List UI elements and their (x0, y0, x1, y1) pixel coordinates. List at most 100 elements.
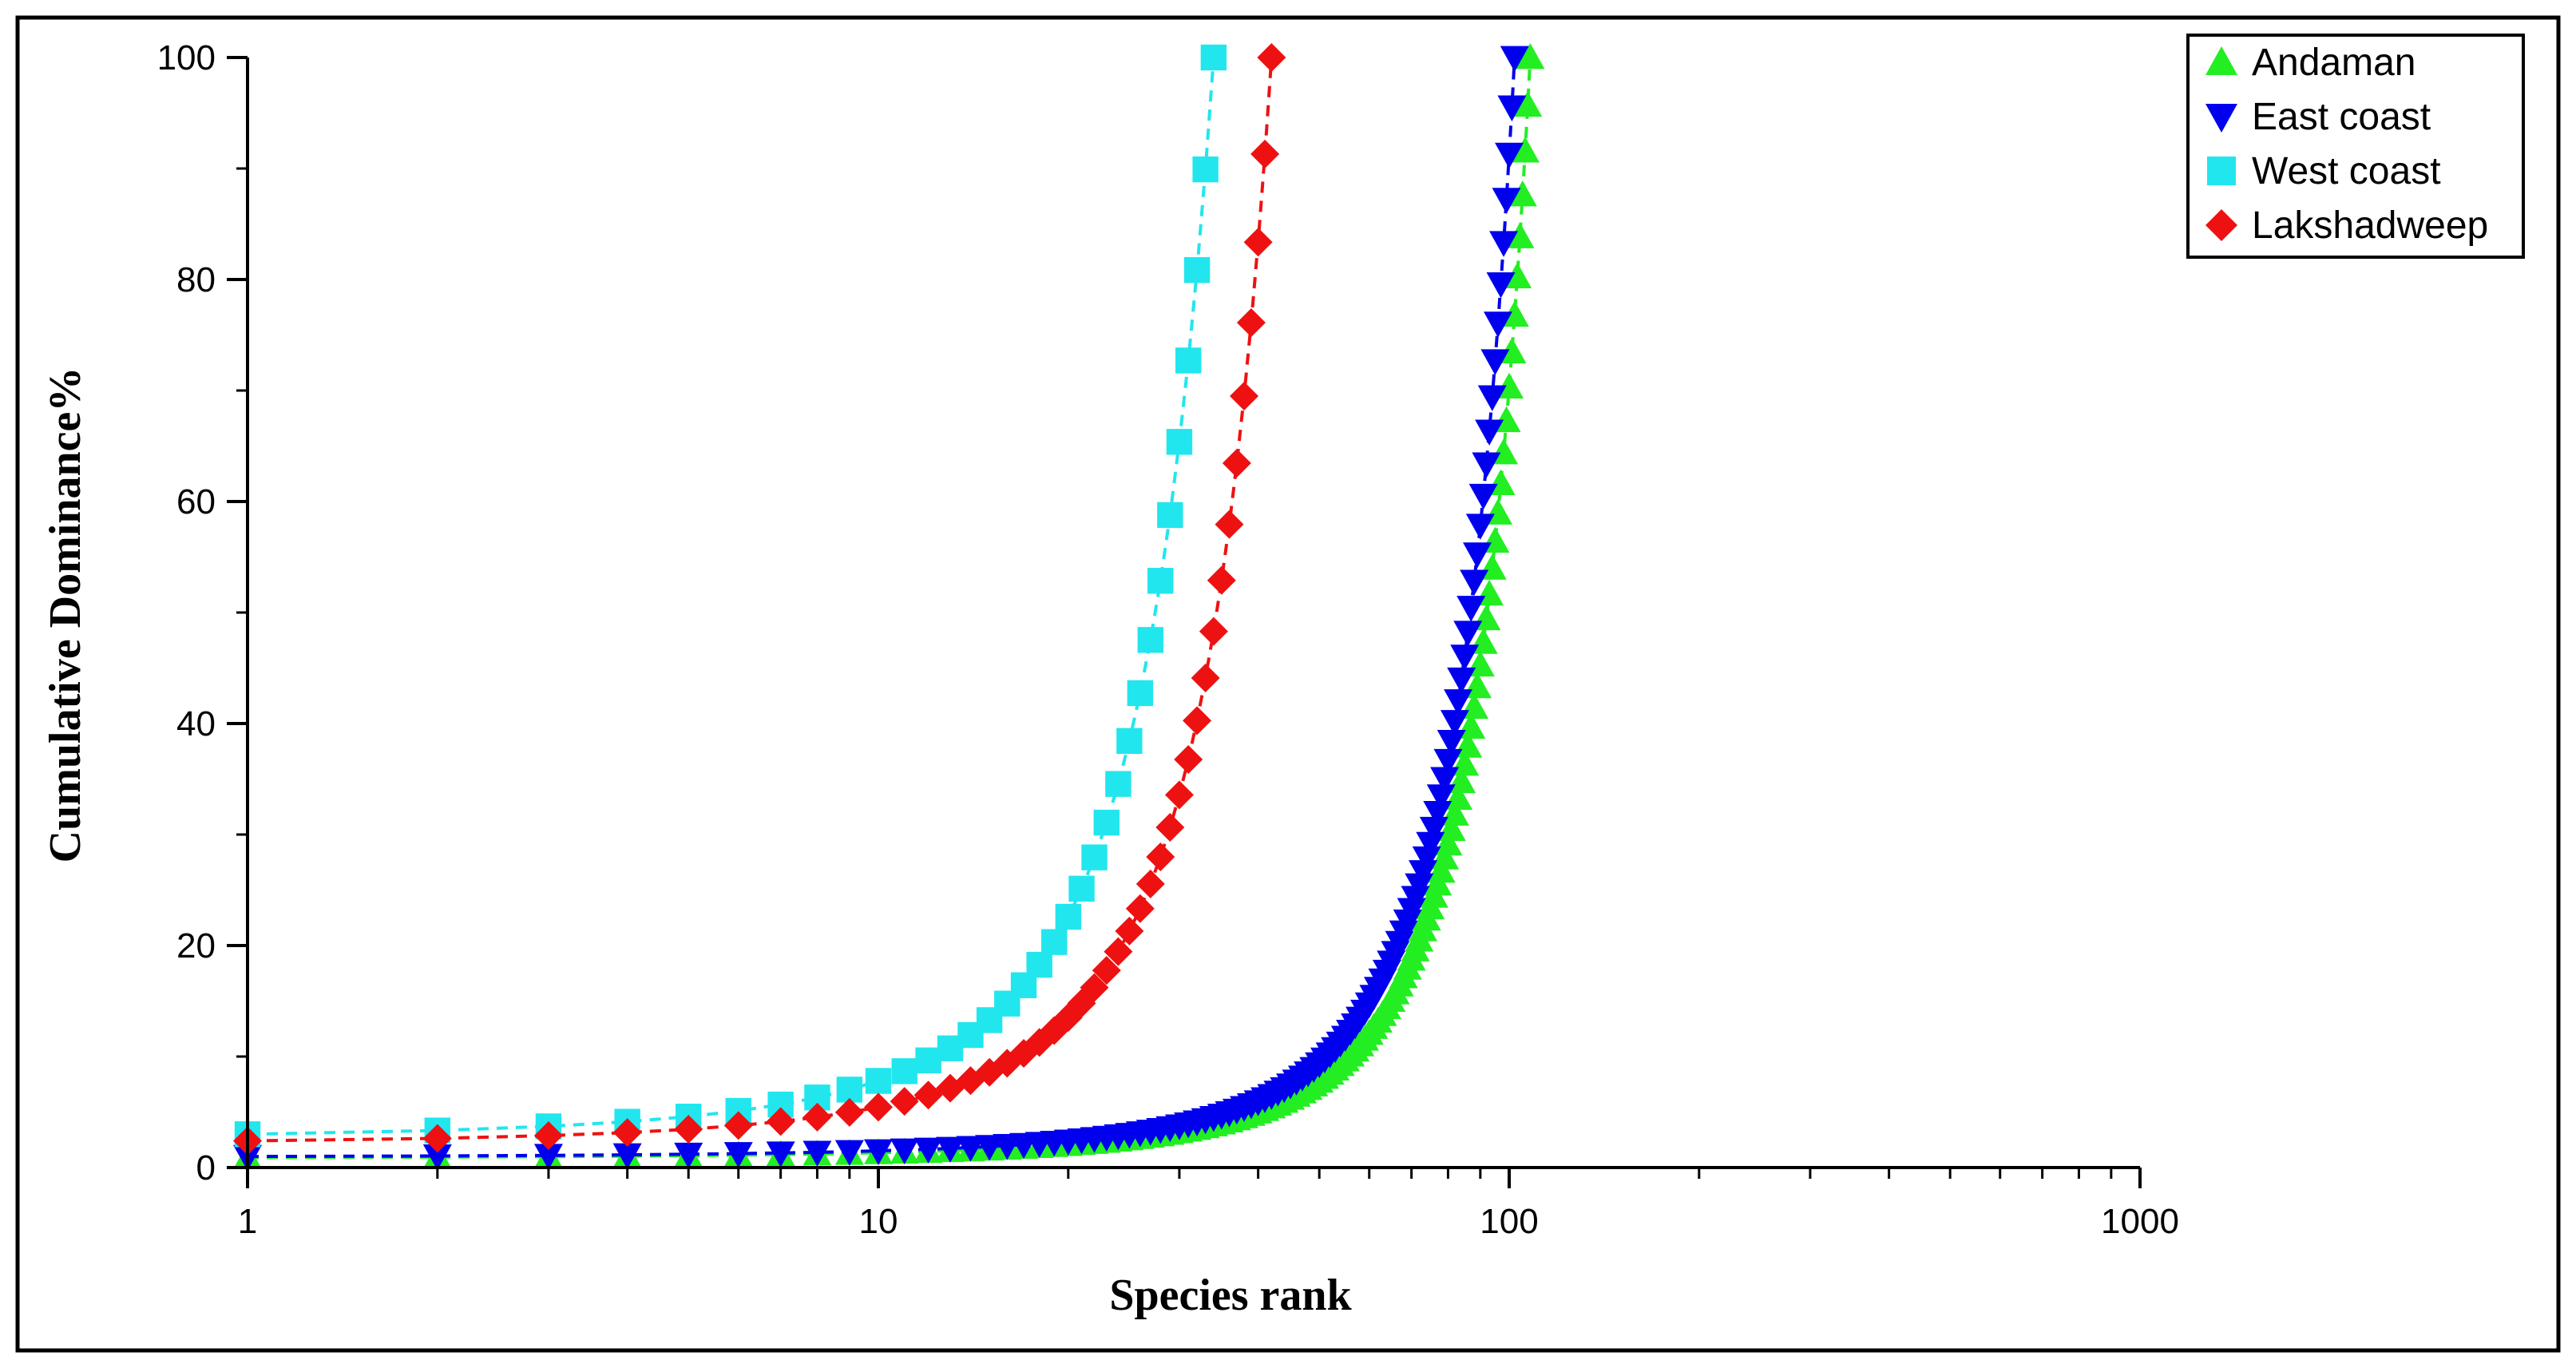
legend-marker-andaman (2205, 46, 2237, 75)
x-tick-label: 1000 (2101, 1202, 2179, 1241)
legend-label-east-coast: East coast (2252, 96, 2431, 138)
legend-markers (2205, 46, 2237, 241)
data-point-lakshadweep (674, 1114, 703, 1144)
data-point-east-coast (1412, 846, 1441, 873)
data-point-lakshadweep (1243, 228, 1273, 257)
data-point-west-coast (891, 1058, 917, 1084)
data-point-lakshadweep (422, 1124, 452, 1153)
data-point-west-coast (1183, 256, 1211, 284)
data-point-andaman (1440, 799, 1469, 826)
data-point-east-coast (1450, 644, 1480, 671)
axes-layer: 1 10 100 1000 0 20 40 60 80 100 (157, 38, 2179, 1241)
data-point-east-coast (936, 1136, 965, 1163)
x-tick-label: 10 (859, 1202, 898, 1241)
data-point-west-coast (1137, 627, 1163, 653)
data-point-west-coast (1147, 568, 1174, 594)
data-point-west-coast (865, 1068, 892, 1094)
data-point-lakshadweep (1230, 381, 1259, 410)
data-point-lakshadweep (1236, 307, 1266, 337)
y-tick-label: 20 (176, 926, 216, 966)
data-point-east-coast (422, 1144, 452, 1171)
data-point-west-coast (1200, 44, 1227, 71)
data-point-east-coast (674, 1142, 703, 1169)
data-point-east-coast (1444, 689, 1473, 716)
data-point-lakshadweep (1125, 894, 1155, 923)
data-point-west-coast (1041, 929, 1068, 955)
legend-label-west-coast: West coast (2252, 150, 2441, 192)
data-point-lakshadweep (1250, 139, 1280, 169)
x-tick-label: 100 (1480, 1202, 1538, 1241)
x-axis-title: Species rank (1109, 1271, 1352, 1320)
data-point-east-coast (975, 1135, 1005, 1161)
data-point-east-coast (834, 1140, 864, 1166)
data-point-east-coast (612, 1143, 642, 1170)
data-point-east-coast (766, 1141, 795, 1168)
data-point-west-coast (1127, 680, 1154, 707)
data-point-lakshadweep (1104, 937, 1133, 966)
data-point-east-coast (913, 1137, 943, 1164)
legend-box (2186, 34, 2525, 259)
data-point-lakshadweep (1207, 565, 1236, 595)
data-point-east-coast (533, 1144, 563, 1170)
data-point-east-coast (864, 1139, 893, 1166)
data-point-andaman (1437, 815, 1466, 841)
data-point-lakshadweep (803, 1102, 832, 1132)
data-point-lakshadweep (1174, 744, 1203, 774)
data-point-west-coast (1081, 844, 1108, 870)
data-point-lakshadweep (1257, 43, 1286, 72)
legend-label-lakshadweep: Lakshadweep (2252, 204, 2488, 247)
series-east-coast (233, 46, 1529, 1172)
data-point-east-coast (890, 1138, 919, 1165)
legend-label-andaman: Andaman (2252, 42, 2415, 84)
data-point-east-coast (956, 1136, 985, 1162)
data-point-east-coast (1433, 748, 1463, 775)
data-point-east-coast (1500, 46, 1529, 72)
data-point-east-coast (1477, 385, 1507, 411)
data-point-east-coast (1453, 621, 1483, 647)
data-point-lakshadweep (1155, 812, 1185, 842)
series-lakshadweep (233, 43, 1286, 1156)
data-point-west-coast (1093, 809, 1120, 836)
data-point-east-coast (1409, 860, 1438, 886)
data-point-east-coast (803, 1140, 832, 1167)
data-point-lakshadweep (834, 1097, 864, 1127)
data-point-lakshadweep (1191, 664, 1220, 693)
data-point-lakshadweep (723, 1111, 753, 1140)
series-layer (233, 43, 1545, 1172)
data-point-east-coast (1437, 730, 1466, 756)
x-tick-label: 1 (238, 1202, 257, 1241)
data-point-lakshadweep (1222, 448, 1251, 478)
data-point-east-coast (1495, 142, 1524, 169)
data-point-east-coast (1486, 272, 1516, 299)
data-point-east-coast (1497, 95, 1527, 121)
data-point-east-coast (1492, 188, 1521, 214)
data-point-east-coast (1489, 231, 1519, 257)
data-point-andaman (1516, 43, 1545, 69)
data-point-east-coast (1460, 569, 1489, 596)
data-point-east-coast (1440, 710, 1469, 736)
legend-marker-west-coast (2207, 157, 2236, 185)
data-point-lakshadweep (913, 1081, 943, 1110)
data-point-east-coast (1468, 483, 1498, 510)
y-tick-label: 80 (176, 260, 216, 299)
data-point-east-coast (1463, 542, 1492, 569)
data-point-west-coast (915, 1047, 941, 1073)
data-point-andaman (1430, 843, 1460, 870)
data-point-east-coast (1430, 767, 1460, 793)
data-point-lakshadweep (1115, 916, 1144, 946)
data-point-lakshadweep (1092, 956, 1121, 985)
legend-marker-east-coast (2205, 104, 2237, 133)
data-point-west-coast (1068, 875, 1095, 902)
data-point-east-coast (723, 1142, 753, 1168)
data-point-east-coast (1447, 667, 1476, 694)
data-point-east-coast (1465, 513, 1495, 540)
data-point-east-coast (1416, 831, 1445, 858)
data-point-east-coast (1456, 596, 1486, 622)
y-tick-label: 60 (176, 482, 216, 521)
legend-marker-lakshadweep (2205, 209, 2237, 241)
data-point-east-coast (1475, 419, 1504, 446)
data-point-east-coast (1480, 349, 1510, 375)
data-point-lakshadweep (1199, 617, 1228, 646)
